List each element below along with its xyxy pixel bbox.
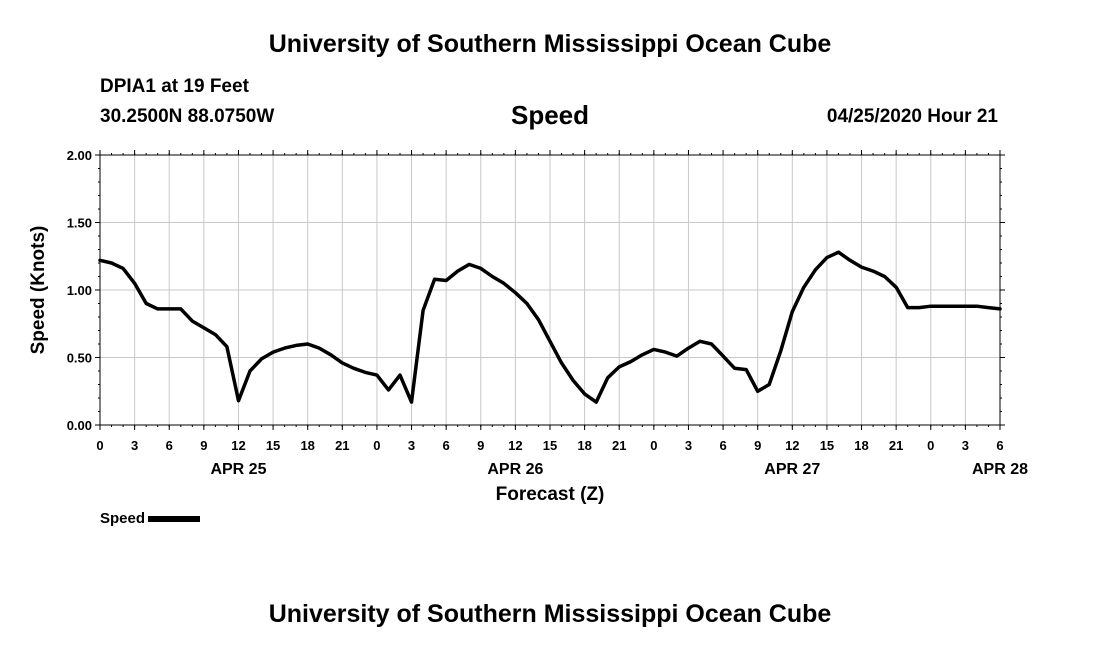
y-tick-label: 1.00	[67, 283, 92, 298]
grid	[100, 155, 1000, 425]
x-tick-label: 0	[927, 438, 934, 453]
x-tick-label: 6	[166, 438, 173, 453]
axis-ticks	[95, 150, 1005, 430]
y-tick-label: 1.50	[67, 216, 92, 231]
y-tick-label: 0.00	[67, 418, 92, 433]
page-title: University of Southern Mississippi Ocean…	[268, 30, 832, 58]
x-tick-label: 9	[754, 438, 761, 453]
legend: Speed	[100, 510, 201, 527]
x-tick-label: 18	[577, 438, 591, 453]
legend-label: Speed	[100, 510, 146, 527]
y-axis-title: Speed (Knots)	[28, 226, 49, 355]
x-tick-label: 3	[962, 438, 969, 453]
date-label: APR 28	[972, 461, 1028, 478]
footer-title: University of Southern Mississippi Ocean…	[268, 600, 832, 628]
x-tick-label: 6	[996, 438, 1003, 453]
x-tick-label: 18	[854, 438, 868, 453]
x-tick-label: 15	[266, 438, 280, 453]
date-label: APR 25	[210, 461, 266, 478]
axis-labels: 0.00 0.50 1.00 1.50 2.00 0 3 6 9 12 15 18 21 0 3 6 9 12 15…	[67, 148, 1028, 478]
x-tick-label: 18	[300, 438, 314, 453]
x-tick-label: 12	[785, 438, 799, 453]
x-tick-label: 15	[820, 438, 834, 453]
x-tick-label: 3	[131, 438, 138, 453]
x-tick-label: 6	[443, 438, 450, 453]
x-tick-label: 21	[612, 438, 626, 453]
coordinates-label: 30.2500N 88.0750W	[100, 106, 275, 127]
chart-title: Speed	[510, 100, 590, 130]
x-tick-label: 15	[543, 438, 557, 453]
x-tick-label: 3	[685, 438, 692, 453]
speed-series-line	[98, 250, 1002, 404]
date-label: APR 26	[487, 461, 543, 478]
x-tick-label: 21	[889, 438, 903, 453]
y-tick-label: 2.00	[67, 148, 92, 163]
x-tick-label: 0	[650, 438, 657, 453]
x-tick-label: 3	[408, 438, 415, 453]
datetime-label: 04/25/2020 Hour 21	[826, 106, 998, 127]
station-label: DPIA1 at 19 Feet	[100, 76, 249, 97]
x-tick-label: 21	[335, 438, 349, 453]
x-tick-label: 9	[200, 438, 207, 453]
x-tick-label: 9	[477, 438, 484, 453]
x-tick-label: 0	[373, 438, 380, 453]
x-tick-label: 0	[96, 438, 103, 453]
x-tick-label: 6	[719, 438, 726, 453]
date-label: APR 27	[764, 461, 820, 478]
y-tick-label: 0.50	[67, 351, 92, 366]
x-tick-label: 12	[231, 438, 245, 453]
x-tick-label: 12	[508, 438, 522, 453]
legend-line-swatch	[148, 516, 201, 523]
x-axis-title: Forecast (Z)	[496, 484, 605, 505]
